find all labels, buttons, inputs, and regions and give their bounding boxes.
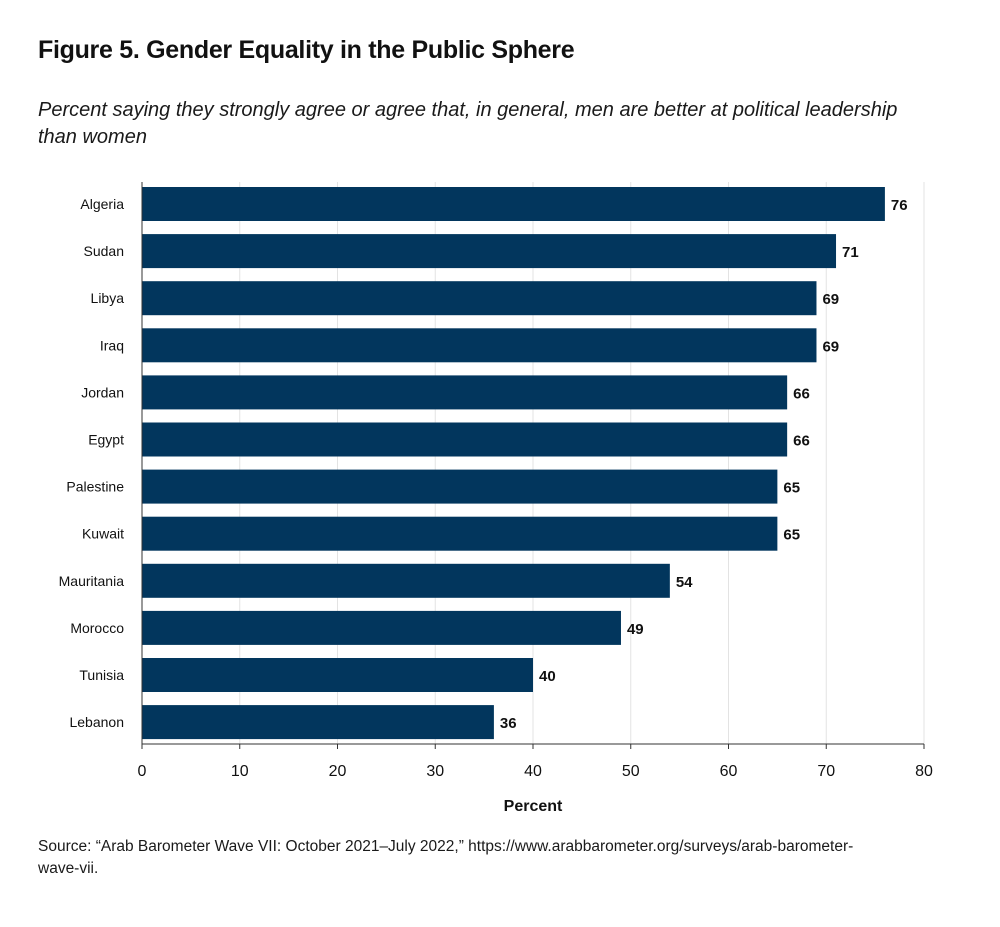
bar-morocco [142,610,621,645]
bar-palestine [142,469,778,504]
x-axis: 0 10 20 30 40 50 60 70 80 [138,182,933,780]
data-label: 71 [842,244,859,261]
data-label: 54 [676,574,693,591]
x-tick-label: 20 [329,763,347,780]
data-label: 76 [891,197,908,214]
bar-mauritania [142,563,670,598]
x-tick-label: 70 [817,763,835,780]
category-label: Algeria [80,196,124,212]
category-label: Lebanon [69,714,124,730]
bar-lebanon [142,705,494,740]
gridlines [239,182,925,744]
category-label: Libya [91,290,125,306]
bar-algeria [142,187,885,221]
data-label: 40 [539,668,556,685]
bar-iraq [142,328,817,363]
bars [142,187,885,740]
figure-subtitle: Percent saying they strongly agree or ag… [38,99,898,148]
bar-sudan [142,234,837,269]
bar-egypt [142,422,788,457]
data-label: 49 [627,621,644,638]
category-label: Egypt [88,432,124,448]
figure-title: Figure 5. Gender Equality in the Public … [38,36,575,64]
x-tick-label: 40 [524,763,542,780]
bar-tunisia [142,658,533,692]
x-tick-label: 50 [622,763,640,780]
x-tick-label: 0 [138,763,147,780]
data-label: 69 [822,338,839,355]
x-axis-title: Percent [504,798,563,815]
category-label: Morocco [70,620,124,636]
bar-jordan [142,375,788,410]
data-labels: 76 71 69 69 66 66 65 65 54 49 40 36 [500,197,908,732]
category-label: Mauritania [59,573,125,589]
x-tick-label: 80 [915,763,933,780]
category-label: Sudan [84,243,124,259]
data-label: 65 [783,480,800,497]
category-label: Kuwait [82,526,124,542]
data-label: 36 [500,715,517,732]
bar-kuwait [142,516,778,551]
category-label: Jordan [81,384,124,400]
x-tick-label: 30 [426,763,444,780]
data-label: 66 [793,385,810,402]
data-label: 69 [822,291,839,308]
x-tick-label: 60 [720,763,738,780]
category-label: Tunisia [79,667,124,683]
category-label: Palestine [66,479,124,495]
bar-libya [142,281,817,316]
x-tick-label: 10 [231,763,249,780]
data-label: 66 [793,433,810,450]
category-label: Iraq [100,337,124,353]
data-label: 65 [783,527,800,544]
category-labels: Algeria Sudan Libya Iraq Jordan Egypt Palestin… [59,196,125,730]
bar-chart: Algeria Sudan Libya Iraq Jordan Egypt Palestin… [59,182,933,815]
source-note: Source: “Arab Barometer Wave VII: Octobe… [38,838,854,877]
